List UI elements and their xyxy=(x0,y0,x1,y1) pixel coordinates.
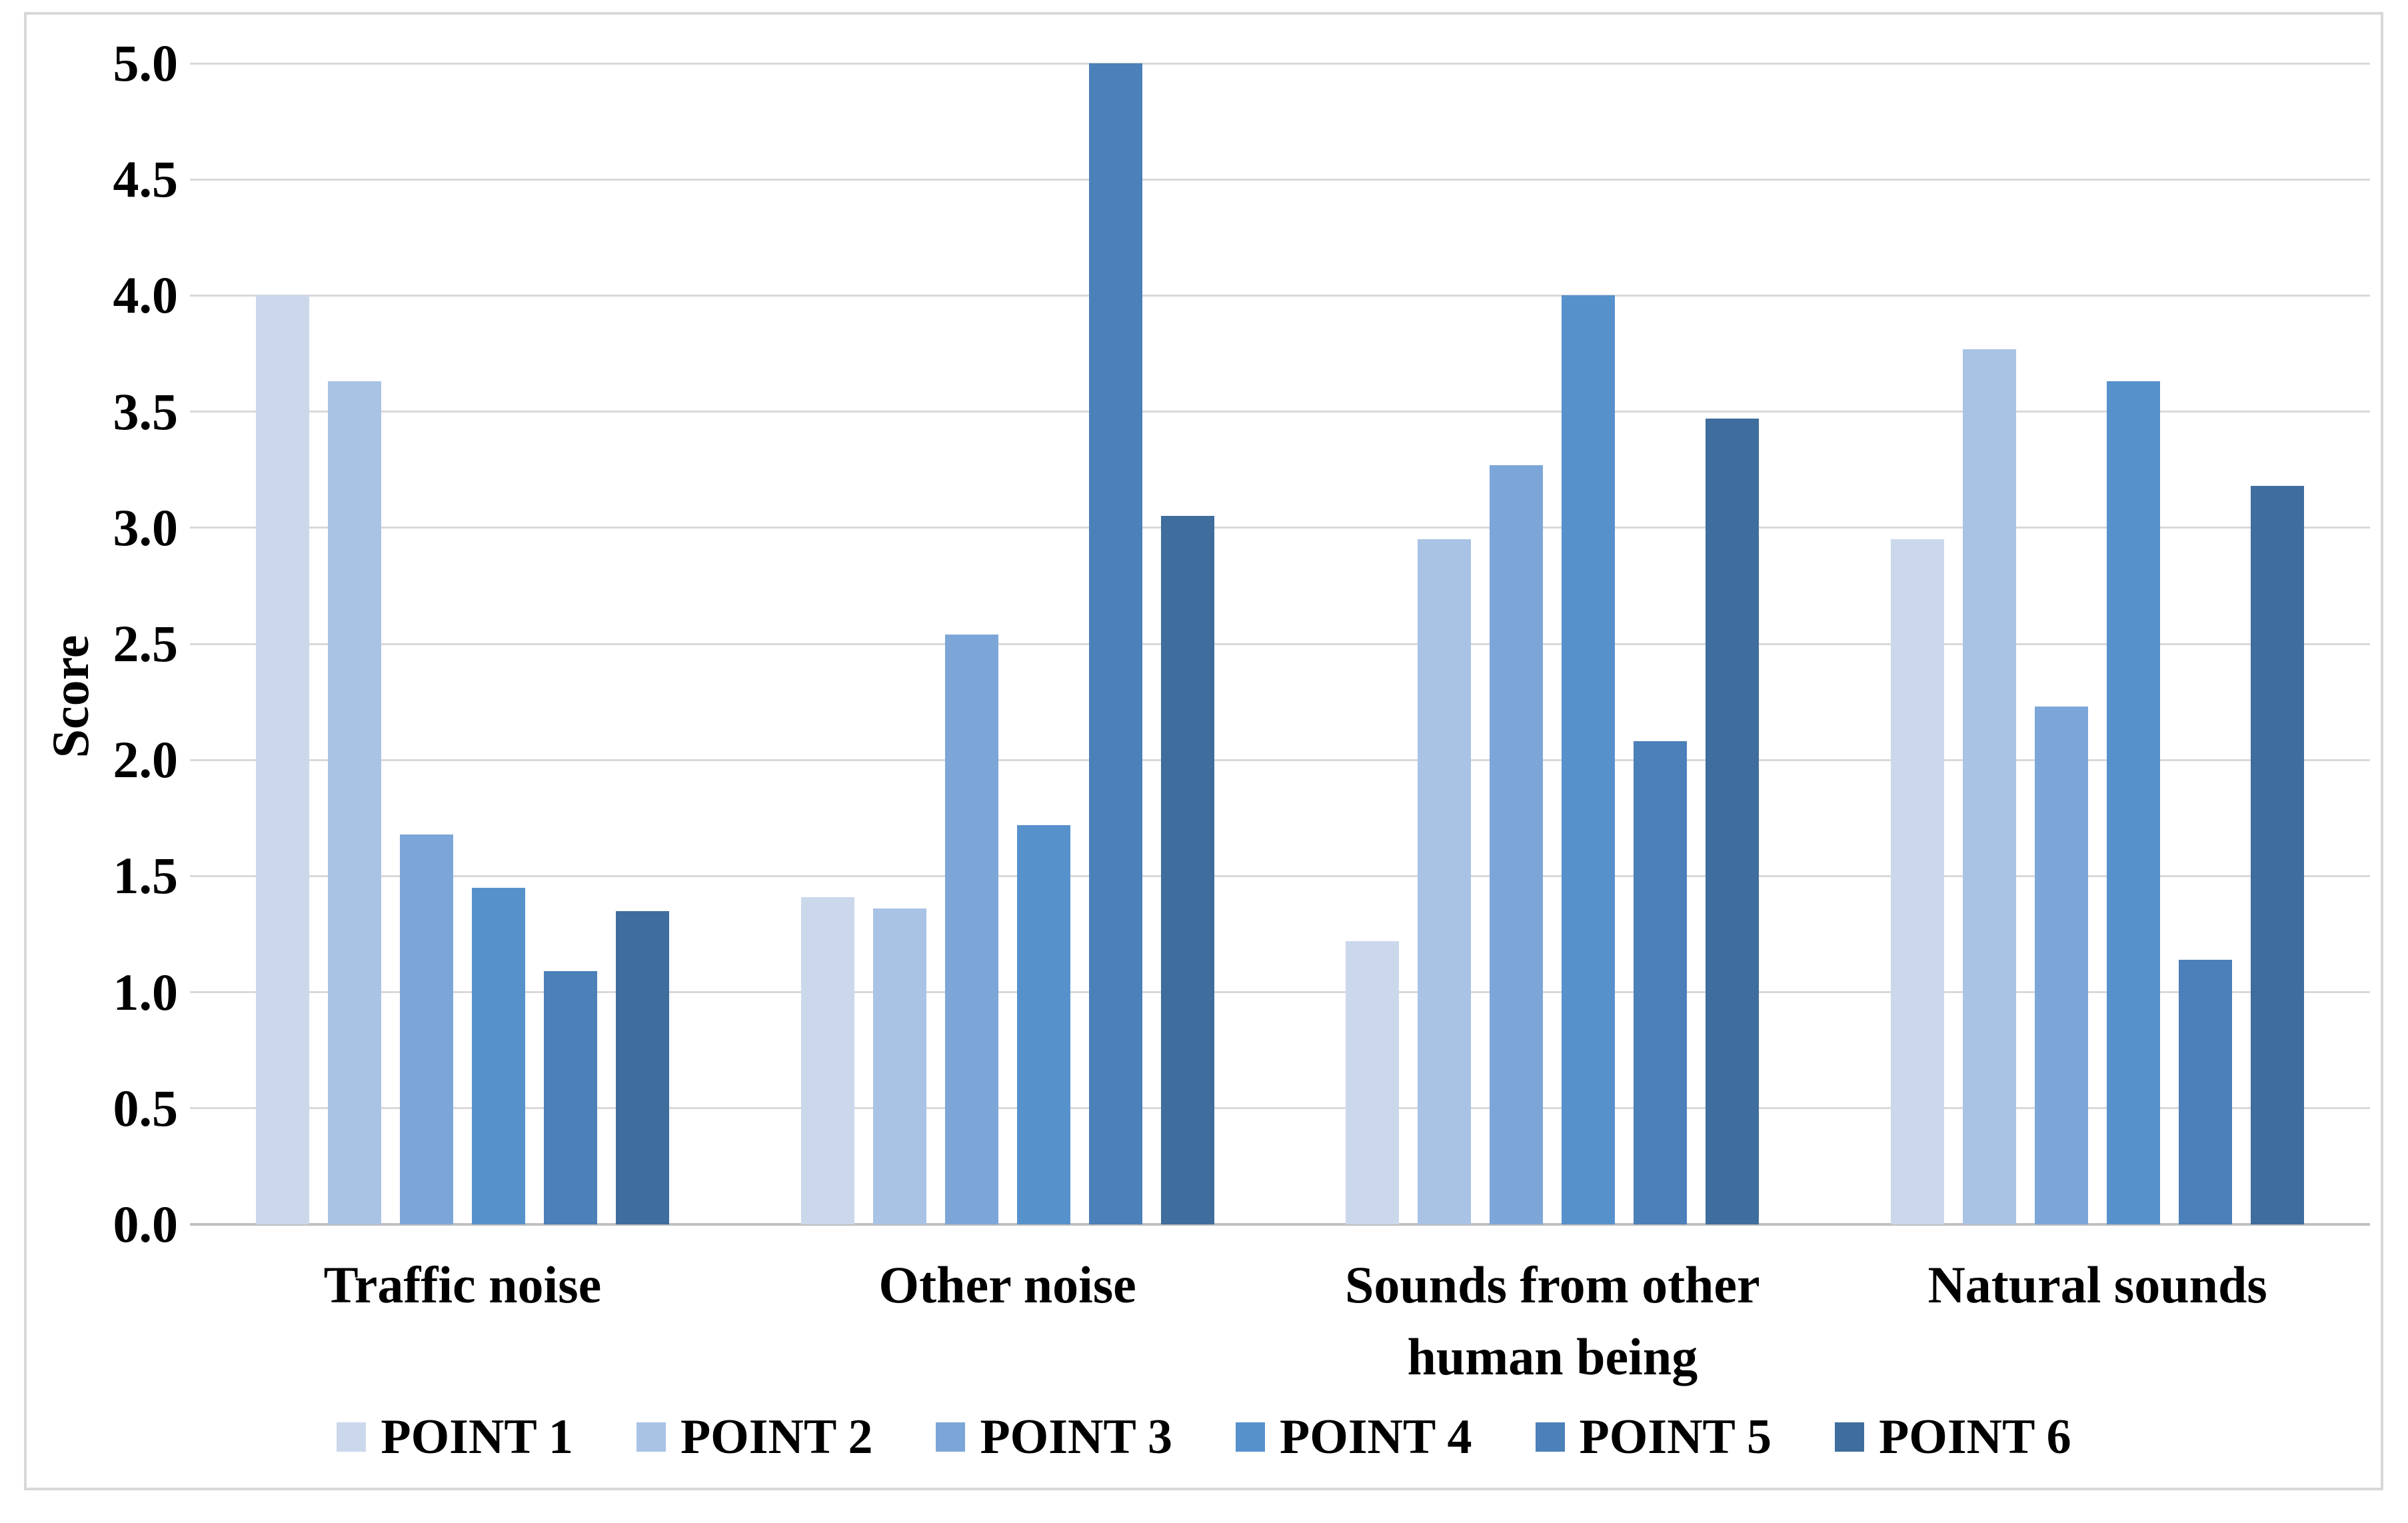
bar xyxy=(2107,381,2161,1224)
legend-label: POINT 3 xyxy=(980,1410,1172,1464)
gridline xyxy=(190,991,2370,994)
gridline xyxy=(190,294,2370,297)
x-axis-label-text: Natural sounds xyxy=(1927,1256,2267,1314)
bar-group xyxy=(190,63,735,1224)
legend-item: POINT 5 xyxy=(1535,1404,1772,1470)
x-axis-label-text: Traffic noise xyxy=(323,1256,602,1314)
bar-group xyxy=(1825,63,2370,1224)
bar-group xyxy=(1280,63,1825,1224)
legend-item: POINT 1 xyxy=(337,1404,573,1470)
gridline xyxy=(190,178,2370,181)
bar xyxy=(1160,516,1214,1224)
legend-item: POINT 6 xyxy=(1835,1404,2071,1470)
x-axis-label: Sounds from other human being xyxy=(1280,1249,1825,1393)
legend-swatch xyxy=(337,1422,367,1452)
x-axis-label-text: Other noise xyxy=(878,1256,1136,1314)
bar xyxy=(2251,486,2305,1224)
bar xyxy=(1963,349,2017,1224)
bar xyxy=(1706,419,1760,1224)
y-tick-label: 1.5 xyxy=(113,846,179,905)
gridline xyxy=(190,643,2370,645)
bar xyxy=(1891,539,1945,1224)
bar xyxy=(1634,741,1688,1224)
y-tick-label: 4.0 xyxy=(113,266,179,325)
legend-label: POINT 4 xyxy=(1280,1410,1472,1464)
legend-label: POINT 1 xyxy=(381,1410,573,1464)
bar xyxy=(2035,707,2089,1224)
gridline xyxy=(190,1107,2370,1110)
legend: POINT 1 POINT 2 POINT 3 POINT 4 POINT 5 POINT… xyxy=(0,1404,2408,1470)
x-axis-label: Other noise xyxy=(735,1249,1280,1393)
bar xyxy=(872,908,926,1224)
bar xyxy=(1562,295,1616,1224)
figure-border xyxy=(24,12,2383,1490)
bar xyxy=(543,971,597,1224)
gridline xyxy=(190,62,2370,65)
y-tick-label: 5.0 xyxy=(113,34,179,92)
gridline xyxy=(190,759,2370,761)
plot-area xyxy=(190,63,2370,1224)
y-tick-label: 2.5 xyxy=(113,615,179,673)
bar xyxy=(471,887,525,1224)
bar xyxy=(615,910,669,1224)
bar xyxy=(1490,465,1544,1224)
bar xyxy=(1088,63,1142,1224)
bar xyxy=(1016,824,1070,1224)
x-axis-label: Traffic noise xyxy=(190,1249,735,1393)
legend-swatch xyxy=(1835,1422,1865,1452)
legend-item: POINT 3 xyxy=(936,1404,1172,1470)
bar xyxy=(255,295,309,1224)
bar xyxy=(2179,959,2233,1224)
legend-item: POINT 4 xyxy=(1236,1404,1472,1470)
legend-swatch xyxy=(1236,1422,1265,1452)
y-tick-label: 3.5 xyxy=(113,382,179,441)
x-axis-label: Natural sounds xyxy=(1825,1249,2370,1393)
legend-swatch xyxy=(1535,1422,1565,1452)
y-tick-label: 0.5 xyxy=(113,1078,179,1137)
bar xyxy=(944,635,998,1224)
bar xyxy=(327,381,381,1224)
legend-label: POINT 6 xyxy=(1879,1410,2071,1464)
y-tick-label: 3.0 xyxy=(113,498,179,557)
gridline xyxy=(190,527,2370,529)
bar-group xyxy=(735,63,1280,1224)
bar xyxy=(1346,940,1400,1224)
y-tick-label: 0.0 xyxy=(113,1195,179,1253)
legend-label: POINT 2 xyxy=(680,1410,873,1464)
legend-label: POINT 5 xyxy=(1579,1410,1772,1464)
legend-swatch xyxy=(936,1422,966,1452)
y-tick-label: 4.5 xyxy=(113,150,179,209)
y-tick-label: 2.0 xyxy=(113,731,179,789)
legend-item: POINT 2 xyxy=(636,1404,873,1470)
bar xyxy=(399,834,453,1224)
legend-swatch xyxy=(636,1422,666,1452)
gridline xyxy=(190,411,2370,413)
gridline xyxy=(190,874,2370,877)
x-axis-labels: Traffic noise Other noise Sounds from othe… xyxy=(190,1249,2370,1393)
bar xyxy=(1418,539,1472,1224)
x-axis-label-text: Sounds from other human being xyxy=(1345,1256,1760,1386)
x-axis-baseline xyxy=(190,1223,2370,1226)
y-tick-label: 1.0 xyxy=(113,962,179,1021)
bar xyxy=(800,896,854,1224)
